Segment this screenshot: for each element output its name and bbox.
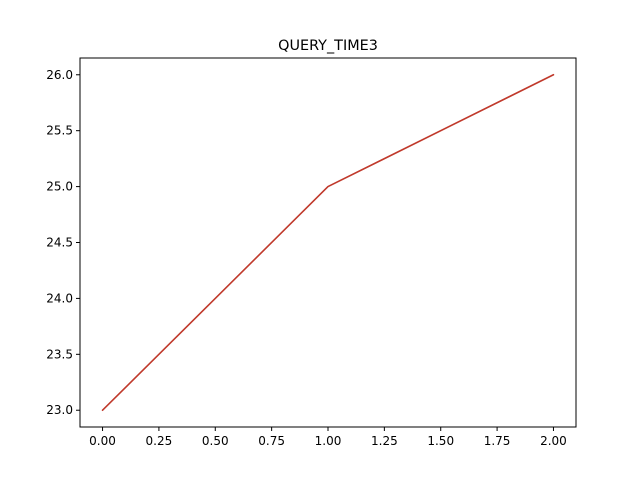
x-tick-label: 1.75: [484, 434, 511, 448]
x-tick-label: 1.00: [315, 434, 342, 448]
y-tick-label: 26.0: [46, 68, 73, 82]
x-tick-label: 0.25: [146, 434, 173, 448]
y-tick-label: 24.5: [46, 236, 73, 250]
y-tick-label: 23.5: [46, 347, 73, 361]
x-tick-label: 1.25: [371, 434, 398, 448]
series-line: [101, 73, 555, 412]
y-tick-label: 23.0: [46, 403, 73, 417]
plot-frame: [79, 57, 577, 428]
x-tick-label: 0.75: [258, 434, 285, 448]
y-axis: 23.0 23.5 24.0 24.5 25.0 25.5 26.0: [46, 68, 80, 417]
x-tick-label: 0.50: [202, 434, 229, 448]
y-tick-label: 25.0: [46, 180, 73, 194]
x-tick-label: 0.00: [89, 434, 116, 448]
chart-title: QUERY_TIME3: [278, 38, 378, 54]
x-axis: 0.00 0.25 0.50 0.75 1.00 1.25 1.50 1.75 2.00: [89, 427, 567, 448]
plot-series: [101, 73, 555, 412]
y-tick-label: 24.0: [46, 291, 73, 305]
x-tick-label: 1.50: [427, 434, 454, 448]
x-tick-label: 2.00: [540, 434, 567, 448]
y-tick-label: 25.5: [46, 124, 73, 138]
